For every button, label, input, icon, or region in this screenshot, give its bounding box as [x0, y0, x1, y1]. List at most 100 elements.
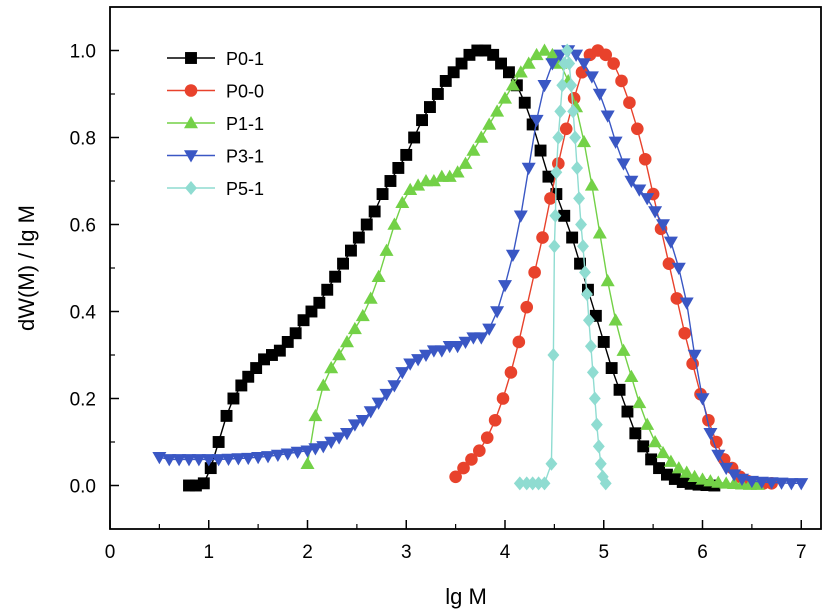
- data-point-p1-1: [600, 274, 615, 287]
- data-point-p0-1: [558, 209, 571, 222]
- data-point-p3-1: [387, 380, 402, 393]
- data-point-p1-1: [608, 313, 623, 326]
- data-point-p0-1: [471, 44, 484, 57]
- data-point-p3-1: [231, 453, 246, 466]
- data-point-p3-1: [774, 477, 789, 490]
- data-point-p3-1: [545, 58, 560, 71]
- legend-marker: [185, 52, 197, 64]
- data-point-p1-1: [584, 178, 599, 191]
- data-point-p3-1: [419, 349, 433, 362]
- data-point-p0-1: [189, 479, 202, 492]
- data-point-p3-1: [640, 193, 655, 206]
- data-point-p0-1: [313, 296, 326, 309]
- data-point-p5-1: [599, 476, 612, 491]
- data-point-p3-1: [490, 306, 505, 319]
- data-point-p3-1: [498, 280, 512, 293]
- data-point-p1-1: [592, 226, 607, 239]
- data-point-p3-1: [744, 475, 759, 489]
- data-point-p0-1: [479, 44, 492, 57]
- data-point-p0-0: [710, 435, 723, 449]
- data-point-p0-1: [408, 131, 421, 144]
- data-point-p0-0: [473, 444, 486, 458]
- data-point-p3-1: [794, 478, 809, 491]
- data-point-p0-0: [623, 96, 636, 109]
- data-point-p0-1: [220, 409, 233, 422]
- data-point-p0-1: [305, 305, 318, 318]
- legend-item-p0-0: P0-0: [167, 82, 264, 102]
- data-point-p1-1: [324, 361, 339, 374]
- data-point-p3-1: [270, 449, 285, 463]
- data-point-p1-1: [355, 308, 370, 322]
- data-point-p0-0: [559, 122, 573, 136]
- data-point-p3-1: [363, 406, 378, 419]
- data-point-p0-1: [495, 57, 507, 70]
- series-p3-1: [152, 45, 809, 491]
- data-point-p3-1: [280, 448, 295, 461]
- data-point-p3-1: [671, 262, 686, 275]
- data-point-p3-1: [251, 451, 266, 465]
- data-point-p1-1: [411, 178, 426, 191]
- data-point-p0-1: [204, 462, 217, 475]
- data-point-p0-1: [281, 336, 294, 348]
- x-tick-label: 4: [500, 542, 511, 563]
- data-point-p0-1: [321, 283, 334, 296]
- legend-label: P3-1: [226, 147, 264, 167]
- data-point-p1-1: [640, 417, 655, 430]
- data-point-p0-1: [368, 205, 381, 218]
- data-point-p1-1: [403, 182, 418, 195]
- data-point-p1-1: [300, 456, 315, 469]
- data-point-p1-1: [679, 465, 694, 478]
- data-point-p0-1: [242, 370, 255, 383]
- data-point-p5-1: [594, 456, 607, 471]
- data-point-p3-1: [648, 206, 663, 219]
- data-point-p0-1: [589, 309, 602, 322]
- legend-label: P1-1: [226, 114, 264, 134]
- data-point-p3-1: [211, 454, 226, 467]
- data-point-p3-1: [632, 184, 647, 197]
- data-point-p3-1: [434, 345, 449, 358]
- x-tick-label: 2: [302, 542, 313, 563]
- data-point-p1-1: [442, 169, 457, 182]
- data-point-p1-1: [316, 378, 331, 391]
- x-tick-label: 0: [105, 542, 116, 563]
- data-point-p0-1: [661, 468, 673, 481]
- data-point-p0-1: [345, 244, 357, 257]
- data-point-p1-1: [379, 243, 394, 256]
- data-point-p5-1: [550, 165, 563, 180]
- data-point-p0-1: [250, 362, 263, 374]
- data-point-p0-1: [197, 477, 210, 490]
- legend-item-p1-1: P1-1: [167, 114, 264, 134]
- data-point-p5-1: [552, 130, 565, 145]
- data-point-p1-1: [648, 435, 663, 448]
- y-tick-label: 0.6: [70, 216, 96, 237]
- data-point-p0-1: [605, 362, 618, 374]
- series-layer: [152, 43, 809, 492]
- data-point-p0-1: [676, 476, 689, 488]
- data-point-p3-1: [340, 428, 354, 441]
- data-point-p0-0: [599, 48, 613, 62]
- data-point-p1-1: [663, 454, 678, 467]
- data-point-p3-1: [371, 397, 386, 410]
- data-point-p1-1: [671, 461, 686, 474]
- data-point-p0-0: [631, 122, 644, 136]
- y-axis-ticks: 0.0 0.2 0.4 0.6 0.8 1.0: [70, 42, 119, 498]
- data-point-p3-1: [316, 441, 331, 454]
- y-tick-label: 0.8: [70, 129, 96, 150]
- data-point-p1-1: [616, 343, 631, 356]
- data-point-p5-1: [582, 313, 595, 328]
- data-point-p0-1: [337, 257, 349, 270]
- data-point-p3-1: [162, 454, 177, 467]
- data-point-p3-1: [182, 454, 196, 467]
- data-point-p3-1: [241, 452, 256, 466]
- y-axis-title: dW(M) / lg M: [14, 205, 39, 331]
- data-point-p3-1: [711, 449, 726, 463]
- data-point-p0-0: [662, 257, 676, 270]
- series-p5-1: [513, 43, 612, 491]
- data-point-p1-1: [347, 321, 362, 335]
- data-point-p5-1: [561, 43, 574, 58]
- data-point-p5-1: [545, 456, 558, 471]
- data-point-p5-1: [571, 160, 584, 175]
- legend-marker: [184, 150, 198, 163]
- data-point-p1-1: [363, 291, 378, 304]
